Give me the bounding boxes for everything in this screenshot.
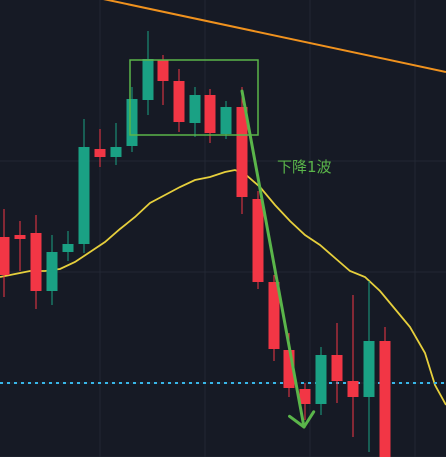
moving-average-layer [0, 169, 446, 406]
candle [220, 101, 232, 139]
candle [204, 89, 216, 143]
candle-body [379, 341, 391, 457]
candle-body [142, 59, 154, 100]
candle-body [204, 95, 216, 133]
annotations: 下降1波 [129, 59, 332, 429]
candle [14, 221, 26, 271]
candle-body [94, 149, 106, 157]
candle-body [299, 389, 311, 404]
trendline [103, 0, 446, 73]
candle-body [126, 99, 138, 146]
candle [379, 327, 391, 457]
candle [299, 383, 311, 420]
candle [252, 191, 264, 289]
down-arrow-head [288, 410, 316, 429]
consolidation-box [129, 59, 259, 136]
candle-body [283, 350, 295, 388]
candles [0, 31, 391, 457]
candle [30, 215, 42, 309]
annotation-label: 下降1波 [277, 158, 332, 176]
candle [189, 87, 201, 137]
candle [315, 347, 327, 415]
candle [347, 295, 359, 437]
candle [331, 323, 343, 403]
candle-body [252, 199, 264, 282]
candle-body [62, 244, 74, 252]
candle-body [78, 147, 90, 244]
candle-body [30, 233, 42, 291]
trendline-layer [103, 0, 446, 73]
candle [94, 129, 106, 167]
moving-average-line [0, 169, 446, 406]
candle [363, 281, 375, 452]
candle [268, 275, 280, 361]
candle [236, 87, 248, 214]
candle [110, 123, 122, 165]
candle [62, 231, 74, 261]
candle [157, 55, 169, 105]
candle-body [189, 95, 201, 123]
candle-body [363, 341, 375, 397]
candle [46, 235, 58, 305]
candle-body [110, 147, 122, 157]
candle-body [268, 282, 280, 349]
down-arrow-shaft [240, 89, 306, 429]
candle-body [14, 235, 26, 239]
candle-body [315, 355, 327, 404]
candle-body [173, 81, 185, 122]
candle-body [157, 60, 169, 81]
candle [142, 31, 154, 115]
candle [126, 87, 138, 152]
candle-body [220, 107, 232, 134]
candle-body [331, 355, 343, 381]
candle-body [236, 107, 248, 197]
candle [0, 209, 10, 297]
candle-body [0, 237, 10, 275]
candle [173, 69, 185, 132]
candle [78, 119, 90, 253]
candle-body [46, 252, 58, 291]
candle-body [347, 381, 359, 397]
